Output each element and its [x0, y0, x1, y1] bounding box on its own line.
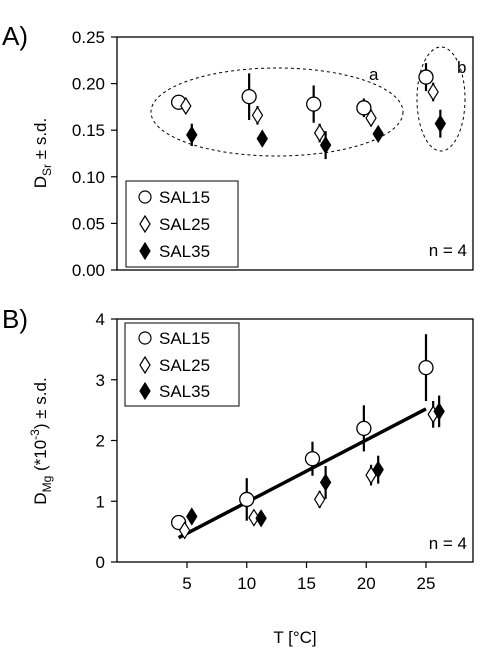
legend-sal15-label: SAL15 — [159, 188, 210, 207]
data-point-sal15 — [418, 359, 434, 376]
annotation-a: a — [369, 65, 379, 84]
data-point-sal35 — [255, 509, 267, 528]
data-point-sal35 — [434, 114, 447, 133]
panel-a: A) 0.00 0.05 0.10 0.15 0.20 0.25 DSr ± s.d. a… — [2, 21, 474, 280]
data-point-sal25 — [313, 123, 326, 143]
data-point-sal35 — [256, 129, 268, 148]
x-tick-label: 25 — [417, 574, 436, 593]
panel-b-label: B) — [2, 304, 28, 334]
panel-b-y-axis-label: DMg (*10-3) ± s.d. — [28, 377, 54, 504]
panel-b-series — [170, 334, 445, 540]
y-tick-label: 0.10 — [72, 168, 105, 187]
panel-a-label: A) — [2, 21, 28, 51]
x-tick-label: 20 — [357, 574, 376, 593]
data-point-sal35 — [186, 507, 198, 526]
data-point-sal35 — [372, 460, 384, 479]
panel-b-n-label: n = 4 — [429, 534, 467, 553]
data-point-sal15 — [418, 69, 434, 85]
legend-sal35-marker — [139, 241, 151, 261]
y-tick-label: 2 — [96, 432, 105, 451]
data-point-sal15 — [306, 96, 322, 112]
x-tick-label: 10 — [237, 574, 256, 593]
panel-b-x-ticks: 5 10 15 20 25 — [182, 562, 435, 593]
data-point-sal35 — [372, 124, 384, 144]
x-tick-label: 15 — [297, 574, 316, 593]
y-tick-label: 0.20 — [72, 75, 105, 94]
trend-line — [177, 407, 427, 540]
data-point-sal25 — [313, 490, 326, 509]
data-point-sal15 — [356, 100, 372, 116]
data-point-sal35 — [433, 402, 445, 421]
data-point-sal15 — [304, 451, 321, 467]
panel-a-legend: SAL15 SAL25 SAL35 — [125, 180, 239, 268]
panel-a-n-label: n = 4 — [429, 241, 467, 260]
y-tick-label: 0.05 — [72, 214, 105, 233]
y-tick-label: 0.00 — [72, 261, 105, 280]
legend-sal35-label: SAL35 — [159, 242, 210, 261]
data-point-sal25 — [365, 108, 377, 128]
x-tick-label: 5 — [182, 574, 191, 593]
legend-sal25-marker — [139, 214, 151, 234]
svg-text:DSr ± s.d.: DSr ± s.d. — [31, 118, 54, 188]
legend-b-sal25-label: SAL25 — [159, 356, 210, 375]
panel-b-legend: SAL15 SAL25 SAL35 — [124, 322, 240, 407]
data-point-sal15 — [356, 420, 372, 437]
legend-b-sal35-marker — [139, 381, 151, 401]
y-tick-label: 0 — [96, 553, 105, 572]
group-a-ellipse — [150, 67, 404, 157]
legend-b-sal15-marker — [138, 331, 152, 345]
data-point-sal25 — [251, 106, 264, 125]
y-tick-label: 3 — [96, 371, 105, 390]
legend-sal25-label: SAL25 — [159, 215, 210, 234]
data-point-sal35 — [319, 135, 332, 155]
data-point-sal35 — [186, 125, 198, 144]
data-point-sal15 — [239, 491, 255, 508]
data-point-sal25 — [248, 508, 260, 527]
data-point-sal35 — [319, 473, 332, 492]
legend-b-sal15-label: SAL15 — [159, 329, 210, 348]
annotation-b: b — [457, 58, 466, 77]
group-b-ellipse — [416, 46, 466, 152]
panel-b-y-ticks: 0 1 2 3 4 — [96, 310, 117, 572]
y-tick-label: 0.15 — [72, 121, 105, 140]
data-point-sal15 — [241, 88, 257, 105]
data-point-sal25 — [180, 96, 192, 116]
legend-b-sal35-label: SAL35 — [159, 382, 210, 401]
legend-b-sal25-marker — [139, 355, 151, 375]
panel-b: B) 0 1 2 3 4 5 10 15 20 25 DMg (*10-3) ± s.d. T … — [2, 304, 474, 647]
panel-a-frame — [116, 36, 474, 271]
legend-sal15-marker — [138, 190, 152, 204]
data-point-sal25 — [427, 82, 439, 102]
data-point-sal25 — [178, 521, 191, 540]
y-tick-label: 4 — [96, 310, 105, 329]
panel-b-x-axis-label: T [°C] — [273, 628, 316, 647]
y-tick-label: 1 — [96, 492, 105, 511]
panel-a-y-ticks: 0.00 0.05 0.10 0.15 0.20 0.25 — [72, 28, 117, 280]
panel-a-y-axis-label: DSr ± s.d. — [31, 118, 54, 188]
y-tick-label: 0.25 — [72, 28, 105, 47]
panel-a-series — [170, 63, 447, 160]
svg-text:DMg (*10-3) ± s.d.: DMg (*10-3) ± s.d. — [28, 377, 54, 504]
